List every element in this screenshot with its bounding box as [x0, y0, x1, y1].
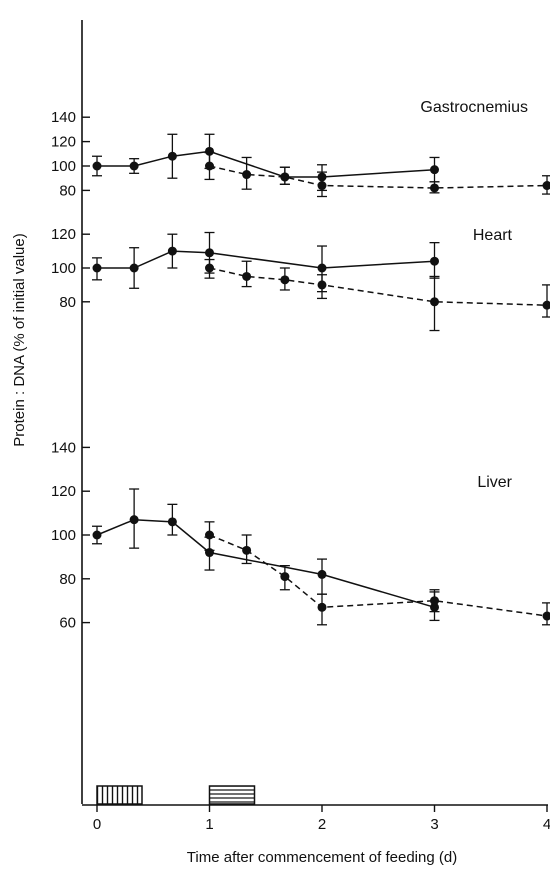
y-tick-label: 60	[59, 615, 76, 632]
y-axis-title: Protein : DNA (% of initial value)	[11, 233, 28, 446]
data-point	[92, 161, 102, 171]
data-point	[242, 545, 252, 555]
data-point	[205, 161, 214, 171]
y-tick-label: 120	[51, 134, 76, 151]
x-tick-label: 0	[93, 816, 101, 833]
data-point	[542, 611, 550, 621]
y-tick-label: 100	[51, 527, 76, 544]
data-point	[317, 181, 327, 191]
data-point	[205, 146, 214, 156]
data-point	[205, 248, 214, 258]
y-tick-label: 100	[51, 260, 76, 277]
data-point	[430, 297, 439, 307]
panel-label: Heart	[473, 227, 513, 244]
y-tick-label: 80	[59, 294, 76, 311]
data-point	[430, 596, 439, 606]
data-point	[129, 515, 139, 525]
x-tick-label: 3	[430, 816, 438, 833]
x-axis-title: Time after commencement of feeding (d)	[187, 849, 457, 866]
data-point	[242, 271, 252, 281]
data-point	[317, 569, 327, 579]
y-tick-label: 80	[59, 182, 76, 199]
y-tick-label: 120	[51, 226, 76, 243]
series-line-dashed	[209, 534, 548, 617]
panel-label: Liver	[477, 474, 512, 491]
y-tick-label: 140	[51, 109, 76, 126]
data-point	[317, 263, 327, 273]
data-point	[205, 530, 214, 540]
series-line-solid	[96, 518, 435, 609]
data-point	[129, 263, 139, 273]
data-point	[430, 165, 439, 175]
series-line-dashed	[209, 267, 548, 306]
x-tick-label: 1	[205, 816, 213, 833]
data-point	[167, 151, 177, 161]
data-point	[430, 256, 439, 266]
data-point	[317, 602, 327, 612]
panel-label: Gastrocnemius	[420, 99, 528, 116]
data-point	[542, 300, 550, 310]
data-point	[129, 161, 139, 171]
data-point	[92, 530, 102, 540]
y-tick-label: 140	[51, 439, 76, 456]
series-line-solid	[97, 150, 435, 178]
data-point	[280, 572, 290, 582]
series-line-dashed	[209, 165, 548, 189]
data-point	[317, 280, 327, 290]
y-tick-label: 120	[51, 483, 76, 500]
data-point	[542, 181, 550, 191]
y-tick-label: 80	[59, 571, 76, 588]
feeding-period-box	[208, 785, 256, 805]
y-tick-label: 100	[51, 158, 76, 175]
data-point	[430, 183, 439, 193]
data-point	[280, 172, 290, 182]
data-point	[92, 263, 102, 273]
feeding-period-box	[96, 785, 143, 805]
data-point	[167, 246, 177, 256]
x-tick-label: 2	[318, 816, 326, 833]
x-tick-label: 4	[543, 816, 550, 833]
data-point	[280, 275, 290, 285]
data-point	[242, 170, 252, 180]
data-point	[167, 517, 177, 527]
data-point	[205, 263, 214, 273]
series-line-solid	[97, 250, 435, 269]
